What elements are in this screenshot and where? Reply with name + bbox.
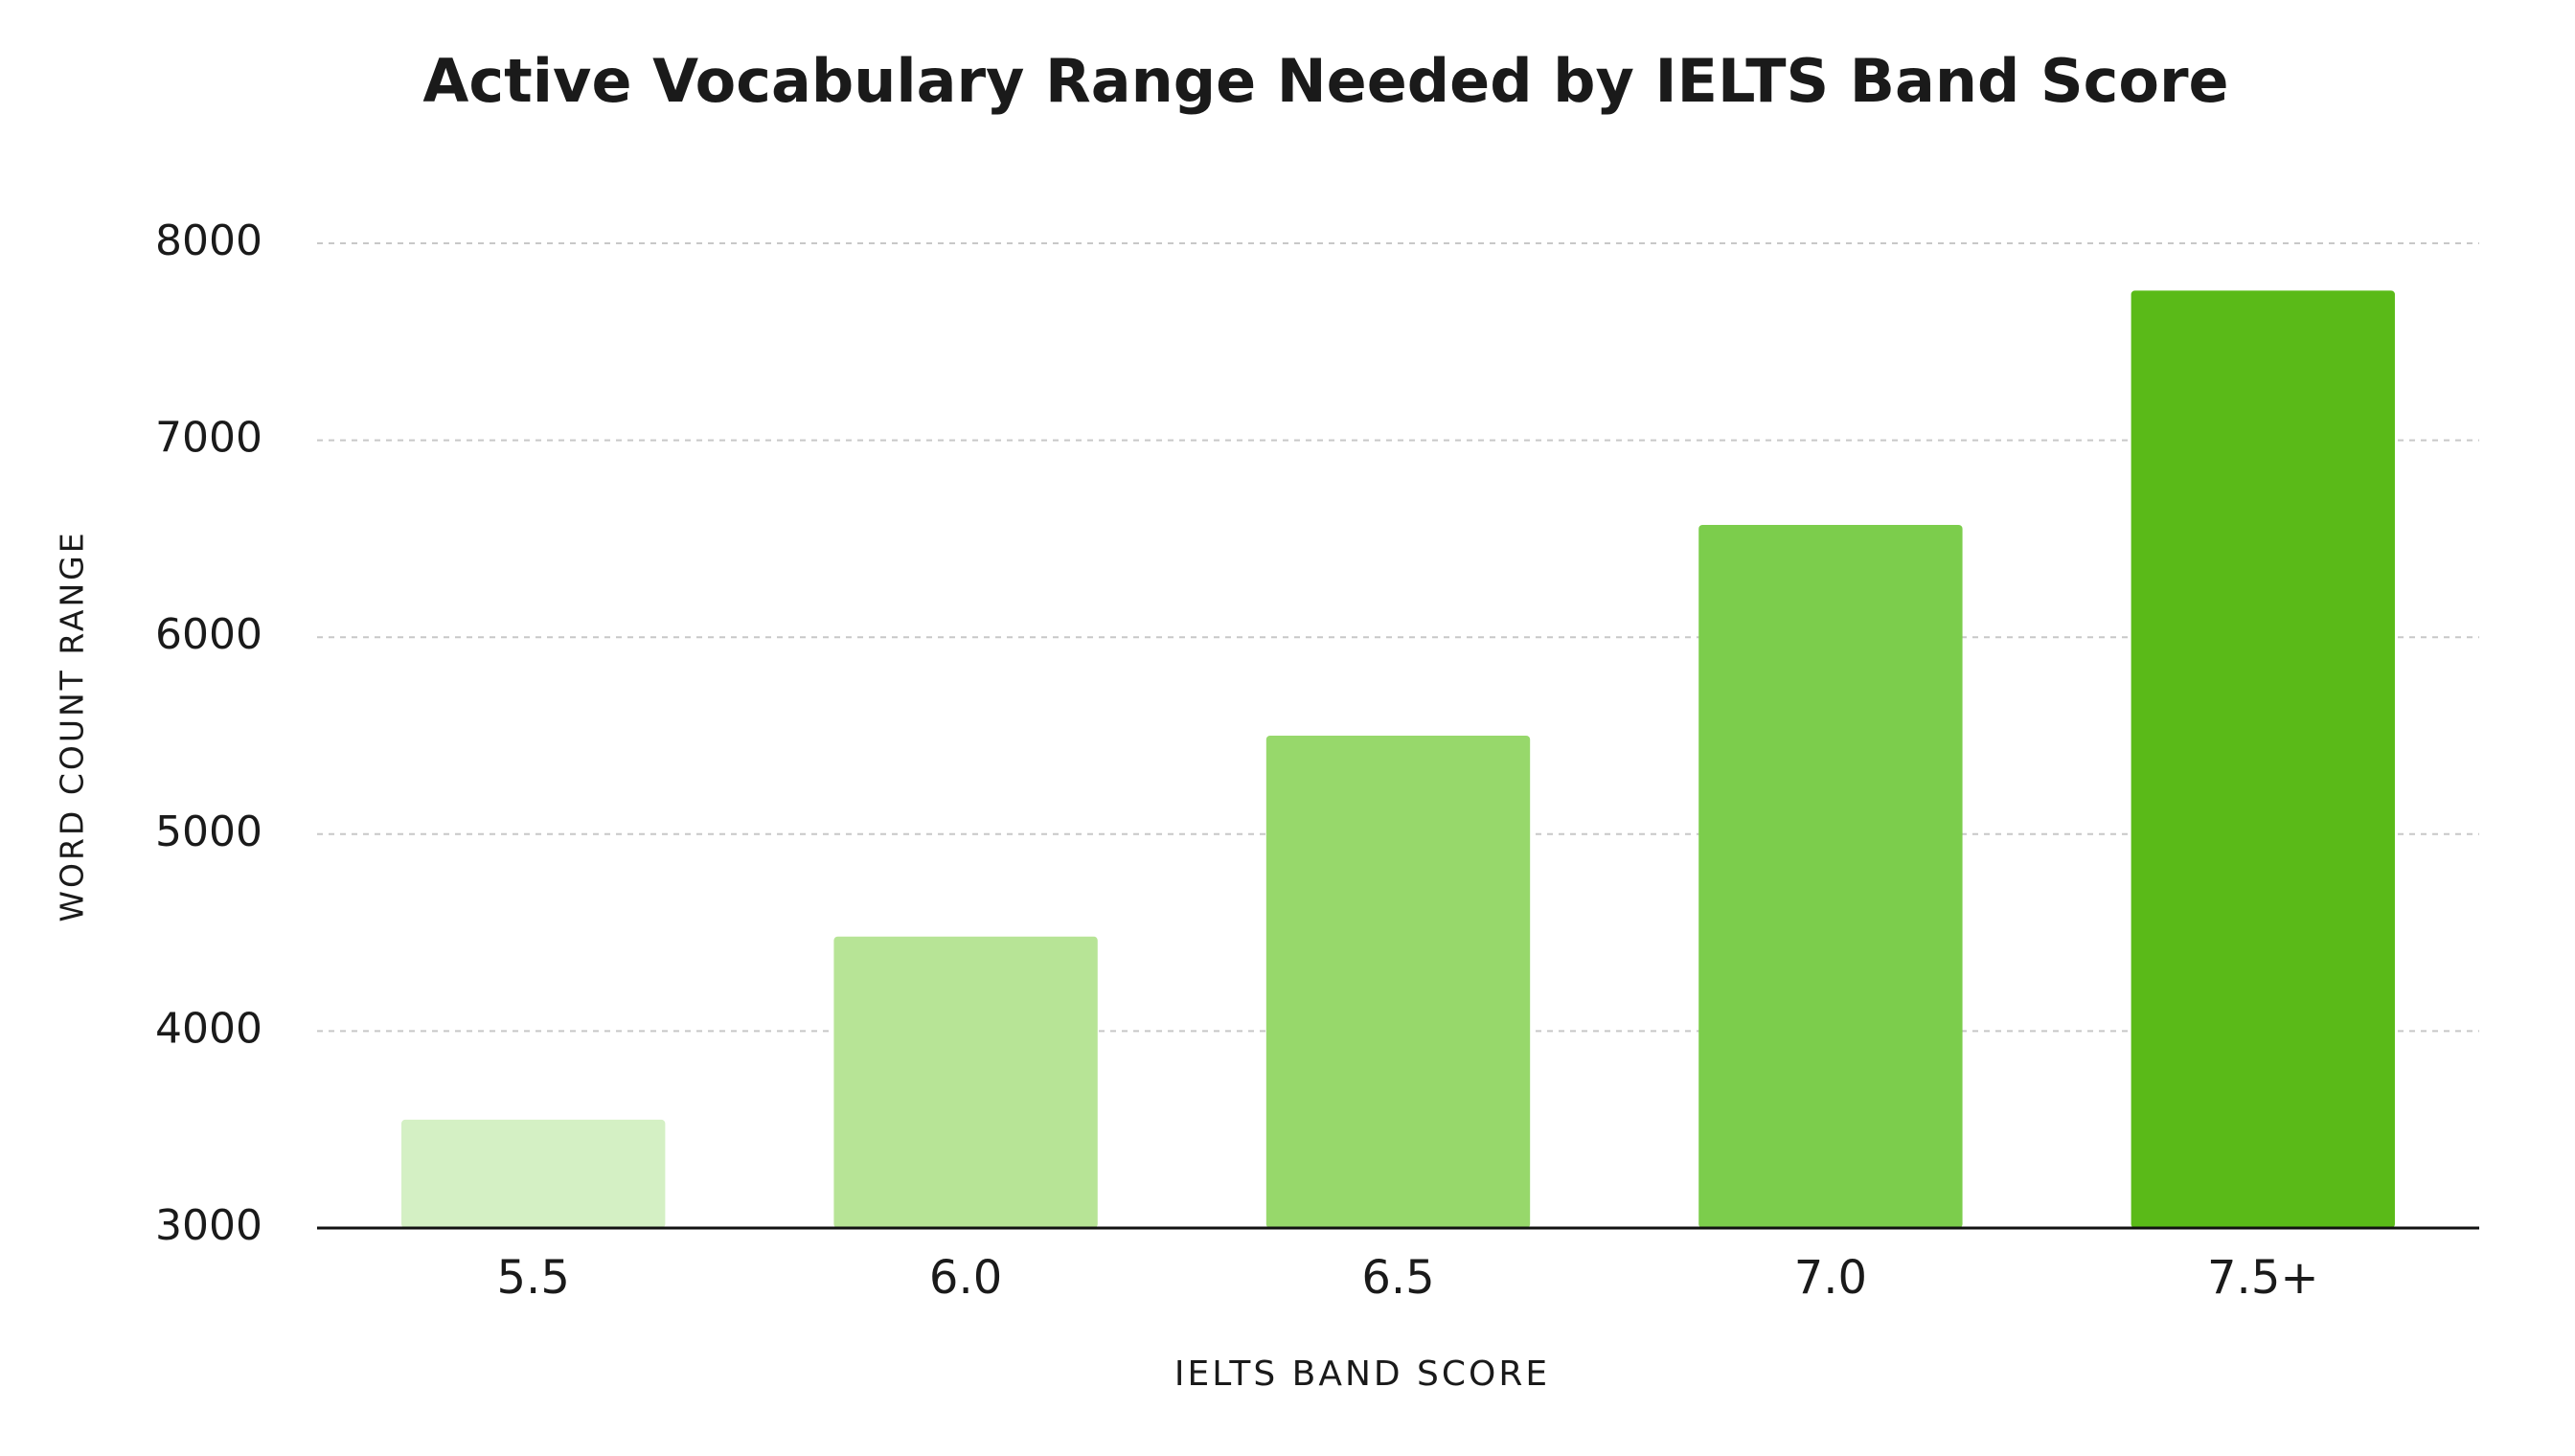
y-tick-label: 8000 [155,216,262,265]
chart-title: Active Vocabulary Range Needed by IELTS … [422,46,2228,116]
y-tick-label: 4000 [155,1004,262,1053]
x-tick-label: 7.0 [1794,1251,1867,1305]
bar [1265,736,1531,1228]
bar [2131,290,2395,1228]
y-tick-label: 6000 [155,610,262,659]
y-tick-label: 5000 [155,808,262,856]
y-axis-title: WORD COUNT RANGE [54,530,91,921]
y-tick-label: 7000 [155,414,262,463]
bar [1698,525,1963,1228]
x-tick-label: 6.0 [929,1251,1002,1305]
x-tick-label: 6.5 [1361,1251,1434,1305]
x-tick-label: 5.5 [497,1251,570,1305]
x-axis-title: IELTS BAND SCORE [1174,1354,1550,1394]
x-tick-label: 7.5+ [2207,1251,2319,1305]
y-tick-label: 3000 [155,1201,262,1250]
bar [833,936,1098,1228]
bar [401,1119,666,1228]
